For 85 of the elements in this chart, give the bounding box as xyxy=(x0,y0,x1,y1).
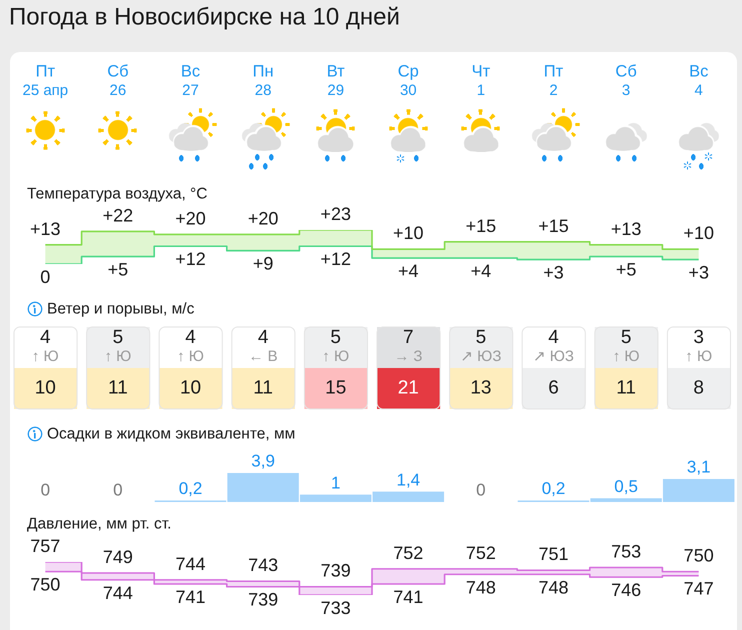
data-label: +4 xyxy=(470,261,492,282)
data-label: +20 xyxy=(248,208,278,228)
data-label: +3 xyxy=(543,262,564,283)
x-tick-label: Вт 29 xyxy=(326,62,346,100)
data-label: 0,5 xyxy=(614,476,638,496)
data-label: +15 xyxy=(538,216,569,236)
data-label: 744 xyxy=(175,554,206,574)
data-label: 0,2 xyxy=(178,479,202,498)
data-label: 750 xyxy=(684,546,714,566)
chart-title: Погода в Новосибирске на 10 дней xyxy=(9,4,400,31)
data-label: 752 xyxy=(393,542,424,563)
x-tick-label: Вс 27 xyxy=(180,62,200,100)
x-tick-label: Пн 28 xyxy=(252,62,274,100)
chart-subtitle: Температура воздуха, °C xyxy=(27,185,208,202)
x-tick-label: Пт 25 апр xyxy=(22,62,68,100)
data-label: +12 xyxy=(320,249,351,270)
data-label: 10 xyxy=(180,378,202,399)
chart-title: Осадки в жидком эквиваленте, мм xyxy=(47,425,296,442)
data-label: +12 xyxy=(175,249,206,270)
data-label: 757 xyxy=(30,536,60,556)
data-label: +13 xyxy=(610,218,642,239)
x-tick-label: Вс 4 xyxy=(689,62,708,100)
data-label: 0 xyxy=(113,480,123,500)
data-label: 4 ↗ ЮЗ xyxy=(533,327,574,366)
data-label: 11 xyxy=(616,378,636,399)
chart-title: Ветер и порывы, м/с xyxy=(47,300,195,318)
data-label: +20 xyxy=(175,208,206,228)
data-label: 8 xyxy=(693,378,704,399)
data-label: 753 xyxy=(611,541,642,562)
data-label: +13 xyxy=(30,218,61,239)
data-label: 743 xyxy=(248,555,278,576)
data-label: +5 xyxy=(616,260,636,280)
chart-title: Давление, мм рт. ст. xyxy=(27,515,172,532)
data-label: 748 xyxy=(466,577,496,598)
data-label: 739 xyxy=(320,560,351,581)
x-tick-label: Ср 30 xyxy=(398,62,419,100)
data-label: 11 xyxy=(108,378,128,399)
data-label: 5 ↗ ЮЗ xyxy=(460,327,502,366)
data-label: 15 xyxy=(325,378,346,399)
data-label: 4 ↑ Ю xyxy=(177,327,204,366)
data-label: 4 ↑ Ю xyxy=(32,327,59,366)
data-label: +10 xyxy=(393,223,424,244)
data-label: +22 xyxy=(102,205,134,226)
data-label: 13 xyxy=(470,378,492,399)
data-label: 7 → З xyxy=(394,327,422,366)
data-label: 748 xyxy=(538,577,569,598)
data-label: 5 ↑ Ю xyxy=(104,327,132,366)
data-label: +10 xyxy=(683,223,714,244)
data-label: 747 xyxy=(684,578,714,599)
data-label: 749 xyxy=(102,546,133,567)
data-label: 744 xyxy=(102,582,133,603)
data-label: 739 xyxy=(248,590,278,610)
data-label: +15 xyxy=(466,216,496,236)
data-label: 3,9 xyxy=(251,452,275,471)
x-tick-label: Сб 3 xyxy=(615,62,637,100)
data-label: 746 xyxy=(611,580,642,600)
data-label: 0,2 xyxy=(542,479,566,498)
data-label: 741 xyxy=(175,586,206,607)
data-label: +3 xyxy=(688,262,709,283)
data-label: 741 xyxy=(393,586,424,607)
data-label: 752 xyxy=(466,542,496,563)
data-label: 3 ↑ Ю xyxy=(685,327,712,366)
data-label: 6 xyxy=(548,378,559,399)
data-label: 21 xyxy=(398,378,419,399)
data-label: +9 xyxy=(252,254,274,274)
data-label: 751 xyxy=(538,544,569,564)
data-label: 750 xyxy=(30,574,60,595)
data-label: 5 ↑ Ю xyxy=(322,327,350,366)
data-label: 1 xyxy=(330,473,340,492)
data-label: +23 xyxy=(320,204,351,224)
data-label: 733 xyxy=(320,598,351,618)
x-tick-label: Чт 1 xyxy=(472,62,491,100)
data-label: 11 xyxy=(253,378,273,399)
data-label: 4 ← В xyxy=(248,327,278,366)
data-label: 0 xyxy=(40,480,50,500)
data-label: 5 ↑ Ю xyxy=(612,327,640,366)
x-tick-label: Пт 2 xyxy=(544,62,564,100)
data-label: +5 xyxy=(108,260,128,280)
data-label: 0 xyxy=(40,266,50,287)
x-tick-label: Сб 26 xyxy=(107,62,129,100)
data-label: 3,1 xyxy=(686,458,711,477)
data-label: 10 xyxy=(34,378,56,399)
data-label: +4 xyxy=(398,261,419,282)
data-label: 0 xyxy=(476,480,486,500)
data-label: 1,4 xyxy=(396,470,420,490)
